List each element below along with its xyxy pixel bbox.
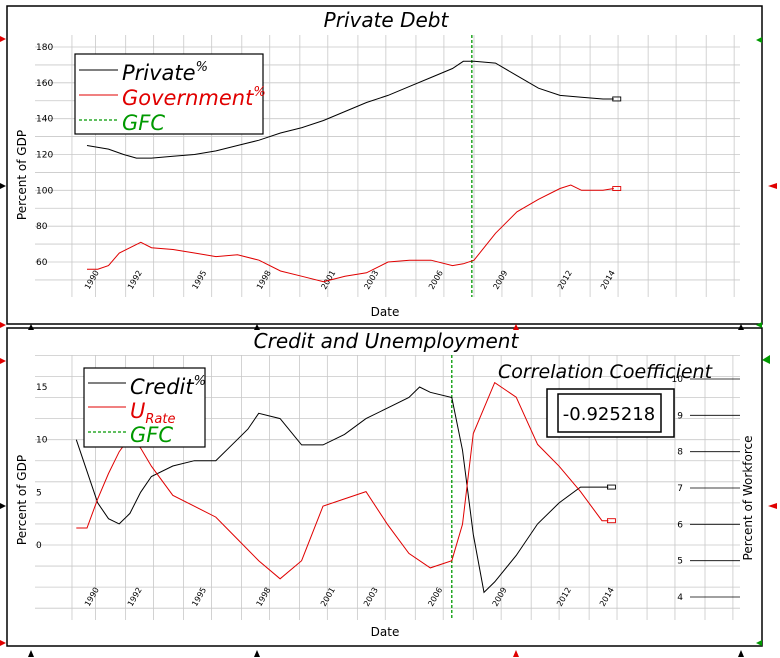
x-tick-label: 1995 [190,586,208,608]
chart-title-private-debt: Private Debt [324,8,450,32]
x-tick-label: 1992 [126,586,144,608]
marker-left-red-mid [0,322,6,328]
x-axis-label-top: Date [371,305,400,319]
series-line-credit [75,386,609,594]
marker-bottom-red-1 [513,650,519,657]
y-axis-label-top: Percent of GDP [15,130,29,220]
marker-right-green-bottom [762,355,770,364]
y2-tick-label: 5 [677,557,683,567]
series-top [86,35,622,297]
y-tick-label: 0 [36,541,42,551]
legend-label-gfc-top: GFC [122,111,165,135]
x-tick-label: 2014 [598,586,616,608]
legend-label-private: Private% [122,60,208,85]
marker-right-green-mid [756,322,762,328]
series-line-government [87,184,614,283]
series-end-marker-credit [606,484,616,490]
x-tick-label: 2006 [426,586,444,608]
marker-left-black-top [0,183,6,189]
y-tick-label: 120 [36,151,53,161]
marker-top-black-3 [738,324,744,330]
marker-right-red-top [768,183,777,189]
marker-right-green-top [756,37,762,43]
panel-frame-bottom [6,327,763,647]
edge-markers [0,36,777,657]
y-tick-label: 160 [36,79,53,89]
marker-right-red-bottom [768,503,777,509]
x-tick-label: 1998 [255,586,273,608]
marker-left-red-end [0,640,6,646]
y-tick-label: 180 [36,43,53,53]
correlation-box-inner [557,393,662,433]
y-tick-label: 60 [36,258,48,268]
legend-label-gfc-bottom: GFC [130,423,173,447]
legend-top: Private% Government% GFC [74,53,266,135]
series-end-marker-urate [606,518,616,524]
y-tick-label: 5 [36,488,42,498]
x-tick-label: 2001 [319,586,337,608]
marker-left-black-bottom [0,503,6,509]
marker-left-red-top [0,36,6,42]
legend-label-credit: Credit% [130,374,206,399]
marker-top-black-1 [28,324,34,330]
panel-frame-top [6,5,763,325]
legend-label-government: Government% [122,85,266,110]
y2-tick-label: 4 [677,593,683,603]
marker-left-red-bottom [0,358,6,364]
marker-top-black-2 [254,324,260,330]
x-tick-label: 1990 [83,586,101,608]
marker-bottom-black-3 [738,650,744,657]
y2-tick-label: 8 [677,448,683,458]
y-tick-label: 100 [36,186,53,196]
legend-box-top [74,53,264,135]
x-tick-label: 2003 [362,586,380,608]
series-line-private [86,60,614,159]
y-tick-label: 140 [36,115,53,125]
correlation-value: -0.925218 [563,404,655,425]
legend-label-urate: URate [130,399,175,427]
legend-bottom: Credit% URate GFC [83,367,206,448]
y2-tick-label: 6 [677,520,683,530]
y2-tick-label: 9 [677,411,683,421]
y2-axis-label-bottom: Percent of Workforce [741,436,755,561]
y-axis-label-bottom: Percent of GDP [15,455,29,545]
y-tick-label: 80 [36,222,48,232]
marker-top-red-1 [513,324,519,330]
y-tick-label: 10 [36,436,48,446]
marker-bottom-black-1 [28,650,34,657]
correlation-label: Correlation Coefficient [498,361,714,383]
series-end-marker-private [612,96,622,102]
chart-title-credit-unemployment: Credit and Unemployment [254,329,520,353]
x-tick-label: 2012 [555,586,573,608]
y2-tick-label: 10 [672,375,684,385]
series-end-marker-government [612,186,622,191]
y-tick-label: 15 [36,383,47,393]
x-axis-label-bottom: Date [371,625,400,639]
marker-bottom-black-2 [254,650,260,657]
marker-right-green-end [756,640,762,646]
y2-tick-label: 7 [677,484,683,494]
x-tick-label: 2009 [491,586,509,608]
